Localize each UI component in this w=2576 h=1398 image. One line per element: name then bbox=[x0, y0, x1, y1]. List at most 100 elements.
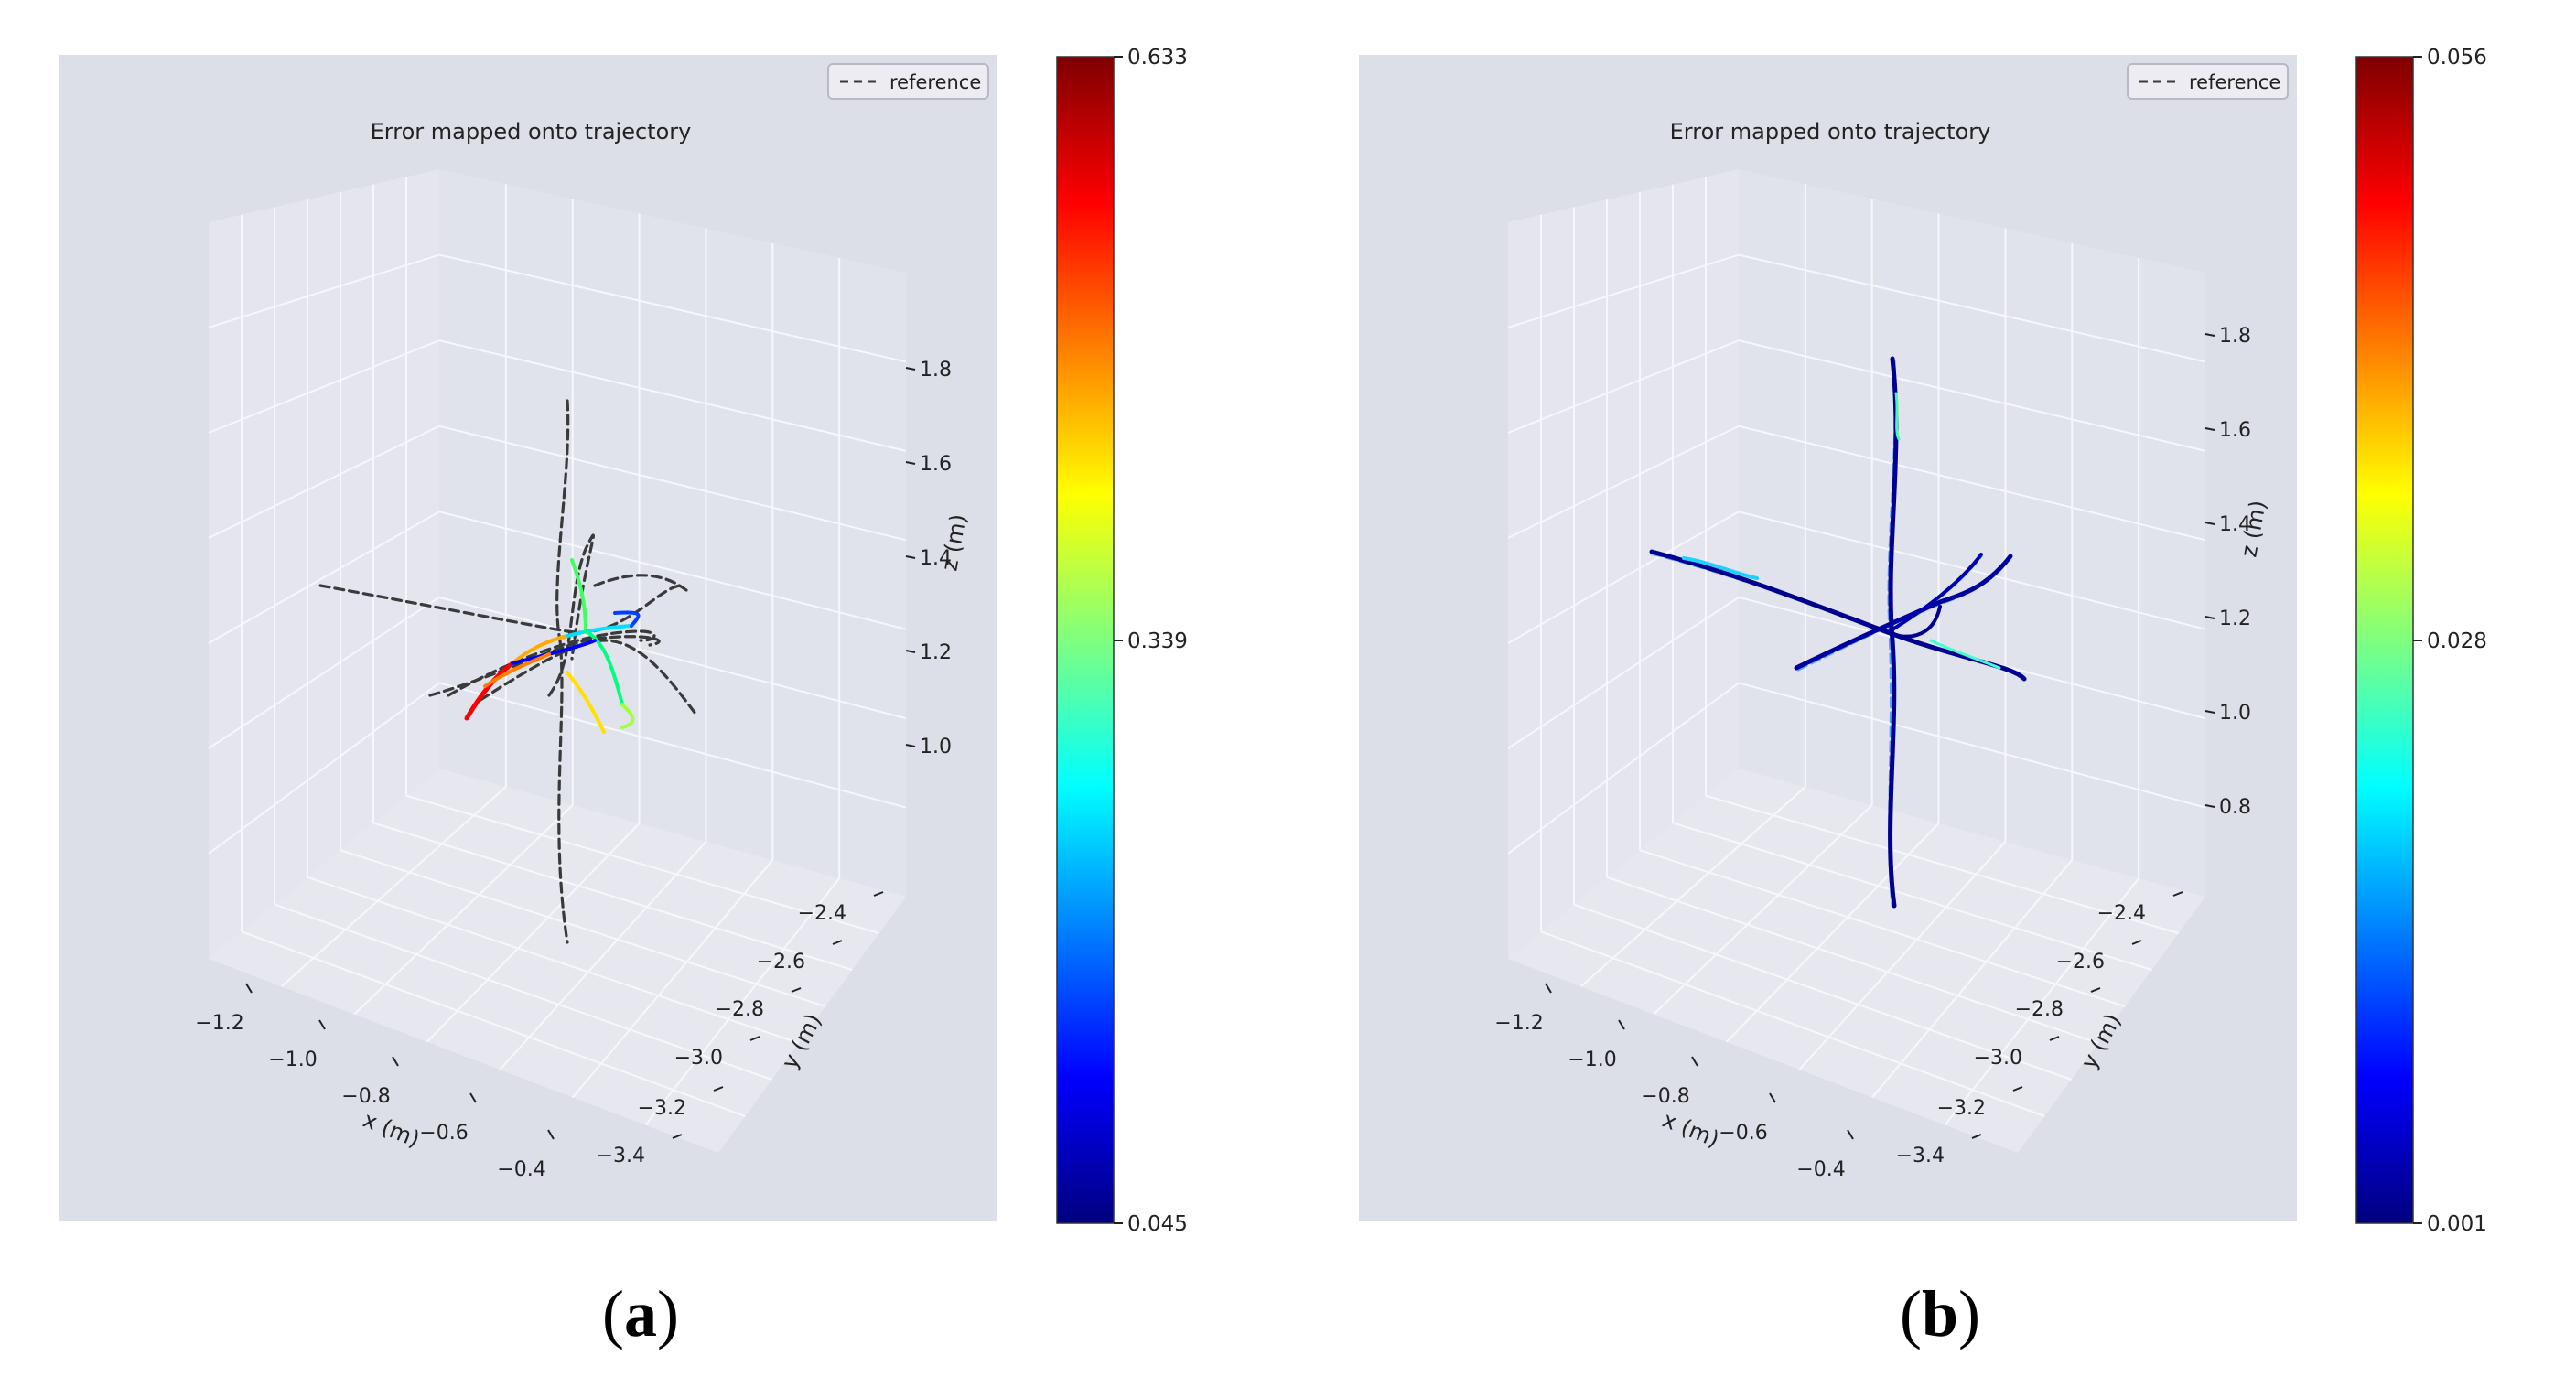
reference-trajectory bbox=[555, 399, 570, 944]
x-tick-mark bbox=[1769, 1092, 1776, 1103]
colorbar-tick-label: 0.339 bbox=[1127, 629, 1188, 653]
grid-line bbox=[1798, 841, 2007, 1070]
estimated-trajectory-segment bbox=[1794, 554, 2013, 671]
y-tick-mark bbox=[2131, 940, 2142, 945]
chart-title: Error mapped onto trajectory bbox=[371, 119, 692, 145]
y-tick-mark bbox=[832, 940, 843, 945]
reference-trajectory bbox=[593, 574, 688, 592]
estimated-trajectory-segment bbox=[483, 652, 551, 688]
z-tick-mark bbox=[905, 367, 916, 371]
y-tick-label: −3.4 bbox=[1896, 1145, 1945, 1167]
grid-line bbox=[405, 794, 879, 934]
x-tick-mark bbox=[392, 1056, 399, 1067]
y-tick-mark bbox=[2172, 891, 2183, 897]
grid-line bbox=[438, 253, 907, 363]
legend-label: reference bbox=[2189, 71, 2280, 93]
grid-line bbox=[280, 786, 507, 988]
grid-line bbox=[438, 425, 907, 542]
z-tick-mark bbox=[2204, 333, 2215, 337]
grid-line bbox=[372, 822, 853, 971]
y-tick-label: −3.0 bbox=[1974, 1047, 2022, 1070]
x-tick-label: −0.4 bbox=[1796, 1158, 1845, 1181]
reference-trajectory bbox=[447, 629, 656, 697]
y-tick-mark bbox=[749, 1036, 760, 1041]
z-tick-label: 0.8 bbox=[2219, 796, 2251, 819]
grid-line bbox=[208, 511, 440, 644]
z-tick-label: 1.8 bbox=[920, 359, 952, 382]
y-tick-label: −2.8 bbox=[716, 998, 764, 1021]
grid-line bbox=[426, 823, 641, 1043]
y-tick-mark bbox=[2049, 1036, 2060, 1041]
z-tick-label: 1.6 bbox=[920, 453, 952, 476]
y-tick-mark bbox=[1971, 1134, 1982, 1139]
grid-line bbox=[1738, 682, 2206, 809]
x-tick-label: −0.6 bbox=[1719, 1122, 1767, 1145]
caption-b: (b) bbox=[1899, 1277, 1980, 1350]
legend: reference bbox=[827, 63, 989, 100]
reference-trajectory bbox=[479, 639, 697, 715]
grid-line bbox=[241, 930, 746, 1117]
estimated-trajectory-segment bbox=[613, 610, 641, 628]
z-tick-label: 1.4 bbox=[920, 547, 952, 570]
colorbar-gradient bbox=[1056, 56, 1115, 1224]
x-tick-mark bbox=[1691, 1056, 1698, 1067]
grid-line bbox=[1944, 877, 2139, 1126]
x-tick-label: −0.8 bbox=[1641, 1085, 1689, 1108]
grid-line bbox=[340, 849, 826, 1007]
estimated-trajectory-segment bbox=[620, 703, 635, 729]
grid-line bbox=[274, 903, 772, 1081]
estimated-trajectory-segment bbox=[511, 634, 569, 665]
y-tick-label: −2.8 bbox=[2015, 998, 2064, 1021]
y-tick-label: −2.4 bbox=[798, 902, 846, 925]
legend-label: reference bbox=[889, 71, 981, 93]
reference-trajectory bbox=[547, 533, 595, 697]
x-tick-label: −0.6 bbox=[419, 1122, 468, 1145]
grid-line bbox=[307, 876, 800, 1044]
grid-line bbox=[1573, 903, 2072, 1081]
grid-line bbox=[1738, 511, 2206, 630]
x-tick-mark bbox=[245, 983, 253, 994]
grid-line bbox=[208, 597, 440, 749]
grid-line bbox=[1639, 849, 2126, 1007]
estimated-trajectory-segment bbox=[566, 671, 606, 734]
grid-line bbox=[1705, 794, 2179, 934]
z-tick-mark bbox=[905, 461, 916, 465]
reference-trajectory bbox=[428, 635, 661, 697]
trajectory-group bbox=[1649, 356, 2027, 909]
estimated-trajectory-segment bbox=[566, 624, 633, 638]
grid-line bbox=[1507, 253, 1740, 328]
z-tick-label: 1.4 bbox=[2219, 513, 2251, 536]
chart-title: Error mapped onto trajectory bbox=[1670, 119, 1991, 145]
z-tick-mark bbox=[905, 555, 916, 559]
x-tick-mark bbox=[547, 1129, 555, 1140]
estimated-trajectory-segment bbox=[1894, 392, 1901, 441]
colorbar: 0.056 0.028 0.001 bbox=[2355, 46, 2487, 1236]
z-tick-label: 1.8 bbox=[2219, 325, 2251, 348]
legend: reference bbox=[2127, 63, 2289, 100]
grid-line bbox=[353, 804, 574, 1016]
estimated-trajectory-segment bbox=[511, 639, 597, 665]
left-pane bbox=[209, 169, 439, 959]
chart-panel-a: Error mapped onto trajectory reference 1.8… bbox=[59, 46, 1188, 1236]
z-tick-label: 1.0 bbox=[2219, 702, 2251, 725]
x-tick-mark bbox=[1545, 983, 1552, 994]
colorbar-tick-label: 0.633 bbox=[1127, 46, 1188, 70]
x-tick-label: −1.0 bbox=[1568, 1048, 1616, 1071]
y-tick-label: −2.6 bbox=[2056, 951, 2105, 973]
trajectory-group bbox=[318, 399, 697, 944]
colorbar-tick-label: 0.056 bbox=[2427, 46, 2487, 70]
y-tick-mark bbox=[791, 987, 802, 993]
y-tick-mark bbox=[713, 1086, 724, 1092]
grid-line bbox=[1871, 859, 2074, 1099]
y-tick-label: −3.0 bbox=[674, 1047, 723, 1070]
grid-line bbox=[208, 339, 440, 434]
chart-panel-b: Error mapped onto trajectory reference 1.8… bbox=[1359, 46, 2487, 1236]
z-tick-mark bbox=[2204, 616, 2215, 619]
x-tick-mark bbox=[469, 1092, 477, 1103]
caption-a: (a) bbox=[602, 1277, 679, 1350]
grid-line bbox=[438, 682, 907, 809]
estimated-trajectory-segment bbox=[570, 558, 587, 633]
z-tick-mark bbox=[2204, 522, 2215, 525]
y-tick-label: −3.2 bbox=[638, 1097, 686, 1120]
